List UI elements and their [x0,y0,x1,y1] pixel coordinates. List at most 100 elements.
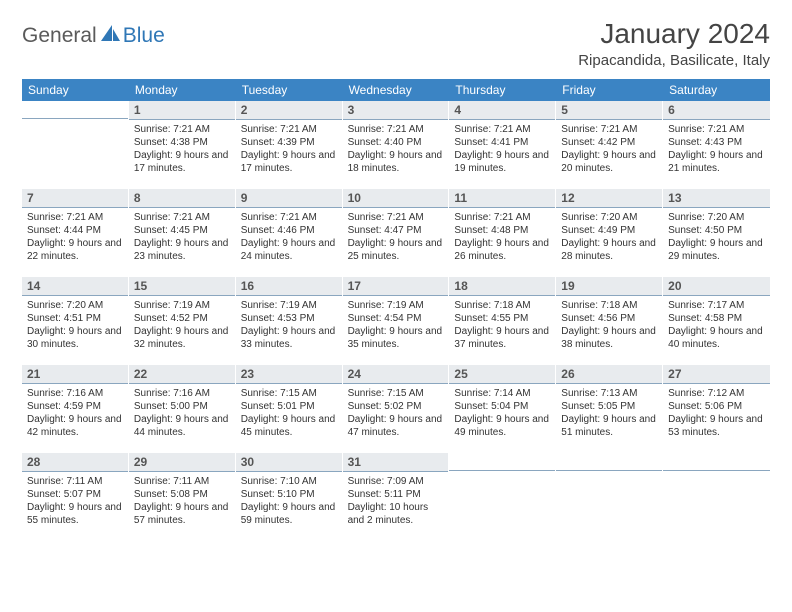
day-number: 17 [343,277,449,296]
sunset-text: Sunset: 5:01 PM [241,400,337,413]
day-number: 24 [343,365,449,384]
sunset-text: Sunset: 5:00 PM [134,400,230,413]
daylight-text: Daylight: 9 hours and 18 minutes. [348,149,444,175]
day-body [556,471,662,480]
sunset-text: Sunset: 5:04 PM [454,400,550,413]
sunrise-text: Sunrise: 7:14 AM [454,387,550,400]
sunrise-text: Sunrise: 7:09 AM [348,475,444,488]
sunset-text: Sunset: 4:55 PM [454,312,550,325]
daylight-text: Daylight: 9 hours and 35 minutes. [348,325,444,351]
sunrise-text: Sunrise: 7:11 AM [134,475,230,488]
dow-saturday: Saturday [663,79,770,101]
day-cell: 14Sunrise: 7:20 AMSunset: 4:51 PMDayligh… [22,277,129,365]
month-title: January 2024 [578,18,770,50]
daylight-text: Daylight: 9 hours and 33 minutes. [241,325,337,351]
daylight-text: Daylight: 9 hours and 32 minutes. [134,325,230,351]
sunrise-text: Sunrise: 7:10 AM [241,475,337,488]
header: General Blue January 2024 Ripacandida, B… [22,18,770,69]
daylight-text: Daylight: 9 hours and 29 minutes. [668,237,765,263]
logo: General Blue [22,24,165,48]
day-number: 3 [343,101,449,120]
daylight-text: Daylight: 9 hours and 24 minutes. [241,237,337,263]
sunrise-text: Sunrise: 7:12 AM [668,387,765,400]
day-cell: 2Sunrise: 7:21 AMSunset: 4:39 PMDaylight… [236,101,343,189]
dow-thursday: Thursday [449,79,556,101]
sunrise-text: Sunrise: 7:20 AM [27,299,123,312]
day-cell [22,101,129,189]
day-cell: 8Sunrise: 7:21 AMSunset: 4:45 PMDaylight… [129,189,236,277]
week-row: 28Sunrise: 7:11 AMSunset: 5:07 PMDayligh… [22,453,770,541]
day-number: 29 [129,453,235,472]
day-number: 7 [22,189,128,208]
calendar: Sunday Monday Tuesday Wednesday Thursday… [22,79,770,541]
sunset-text: Sunset: 4:42 PM [561,136,657,149]
daylight-text: Daylight: 9 hours and 51 minutes. [561,413,657,439]
daylight-text: Daylight: 9 hours and 55 minutes. [27,501,123,527]
daylight-text: Daylight: 9 hours and 40 minutes. [668,325,765,351]
day-cell: 31Sunrise: 7:09 AMSunset: 5:11 PMDayligh… [343,453,450,541]
sunrise-text: Sunrise: 7:18 AM [561,299,657,312]
day-cell: 13Sunrise: 7:20 AMSunset: 4:50 PMDayligh… [663,189,770,277]
sunrise-text: Sunrise: 7:19 AM [348,299,444,312]
day-body: Sunrise: 7:19 AMSunset: 4:54 PMDaylight:… [343,296,449,357]
sunrise-text: Sunrise: 7:20 AM [668,211,765,224]
day-number: 27 [663,365,770,384]
sunset-text: Sunset: 4:47 PM [348,224,444,237]
day-number: 4 [449,101,555,120]
day-body: Sunrise: 7:21 AMSunset: 4:45 PMDaylight:… [129,208,235,269]
day-cell: 28 Sunrise: 7:11 AMSunset: 5:07 PMDayligh… [22,453,129,541]
title-block: January 2024 Ripacandida, Basilicate, It… [578,18,770,69]
day-cell: 7Sunrise: 7:21 AMSunset: 4:44 PMDaylight… [22,189,129,277]
day-number: 1 [129,101,235,120]
week-row: 1Sunrise: 7:21 AMSunset: 4:38 PMDaylight… [22,101,770,189]
day-body: Sunrise: 7:21 AMSunset: 4:47 PMDaylight:… [343,208,449,269]
sunset-text: Sunset: 5:07 PM [27,488,123,501]
day-cell: 3Sunrise: 7:21 AMSunset: 4:40 PMDaylight… [343,101,450,189]
day-body: Sunrise: 7:14 AMSunset: 5:04 PMDaylight:… [449,384,555,445]
day-number: 28 [22,453,128,472]
calendar-page: General Blue January 2024 Ripacandida, B… [0,0,792,559]
sunrise-text: Sunrise: 7:18 AM [454,299,550,312]
sunrise-text: Sunrise: 7:11 AM [27,475,123,488]
sunrise-text: Sunrise: 7:21 AM [454,123,550,136]
day-cell: 22Sunrise: 7:16 AMSunset: 5:00 PMDayligh… [129,365,236,453]
weeks-container: 1Sunrise: 7:21 AMSunset: 4:38 PMDaylight… [22,101,770,541]
day-cell: 11Sunrise: 7:21 AMSunset: 4:48 PMDayligh… [449,189,556,277]
day-cell: 21Sunrise: 7:16 AMSunset: 4:59 PMDayligh… [22,365,129,453]
sunrise-text: Sunrise: 7:21 AM [668,123,765,136]
sunset-text: Sunset: 4:51 PM [27,312,123,325]
sunrise-text: Sunrise: 7:21 AM [134,211,230,224]
day-number: 30 [236,453,342,472]
day-body: Sunrise: 7:19 AMSunset: 4:52 PMDaylight:… [129,296,235,357]
day-cell: 15Sunrise: 7:19 AMSunset: 4:52 PMDayligh… [129,277,236,365]
day-number: 23 [236,365,342,384]
day-body: Sunrise: 7:09 AMSunset: 5:11 PMDaylight:… [343,472,449,533]
day-body: Sunrise: 7:17 AMSunset: 4:58 PMDaylight:… [663,296,770,357]
day-body: Sunrise: 7:18 AMSunset: 4:56 PMDaylight:… [556,296,662,357]
sunset-text: Sunset: 5:10 PM [241,488,337,501]
day-number: 31 [343,453,449,472]
daylight-text: Daylight: 10 hours and 2 minutes. [348,501,444,527]
day-cell: 1Sunrise: 7:21 AMSunset: 4:38 PMDaylight… [129,101,236,189]
day-body: Sunrise: 7:15 AMSunset: 5:01 PMDaylight:… [236,384,342,445]
day-number: 9 [236,189,342,208]
sunset-text: Sunset: 4:43 PM [668,136,765,149]
daylight-text: Daylight: 9 hours and 45 minutes. [241,413,337,439]
sunrise-text: Sunrise: 7:15 AM [241,387,337,400]
logo-text-blue: Blue [123,24,165,48]
day-number: 6 [663,101,770,120]
sunrise-text: Sunrise: 7:16 AM [134,387,230,400]
day-cell: 6Sunrise: 7:21 AMSunset: 4:43 PMDaylight… [663,101,770,189]
day-number: 11 [449,189,555,208]
day-cell: 5Sunrise: 7:21 AMSunset: 4:42 PMDaylight… [556,101,663,189]
sunrise-text: Sunrise: 7:17 AM [668,299,765,312]
day-body: Sunrise: 7:21 AMSunset: 4:46 PMDaylight:… [236,208,342,269]
sunset-text: Sunset: 4:48 PM [454,224,550,237]
week-row: 7Sunrise: 7:21 AMSunset: 4:44 PMDaylight… [22,189,770,277]
day-body: Sunrise: 7:10 AMSunset: 5:10 PMDaylight:… [236,472,342,533]
daylight-text: Daylight: 9 hours and 44 minutes. [134,413,230,439]
day-number: 13 [663,189,770,208]
daylight-text: Daylight: 9 hours and 23 minutes. [134,237,230,263]
logo-sail-icon [101,25,121,48]
dow-friday: Friday [556,79,663,101]
